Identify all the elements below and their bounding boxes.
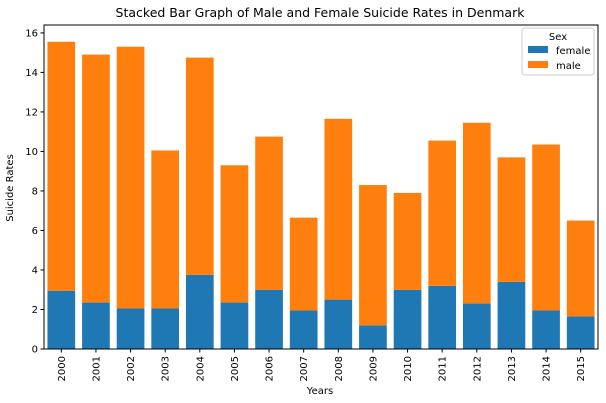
x-tick-label: 2013 [507, 356, 518, 381]
legend-label-male: male [556, 61, 581, 72]
bar-female-2007 [289, 310, 318, 349]
bar-male-2010 [393, 192, 422, 290]
bar-female-2006 [255, 289, 283, 349]
legend-swatch-male [528, 61, 548, 68]
chart-title: Stacked Bar Graph of Male and Female Sui… [116, 5, 526, 20]
x-tick-label: 2000 [57, 356, 68, 381]
y-tick-label: 6 [32, 226, 38, 237]
x-tick-label: 2011 [438, 356, 449, 381]
bar-female-2014 [532, 310, 560, 349]
x-tick-label: 2012 [472, 356, 483, 381]
bar-female-2003 [151, 308, 180, 349]
bar-female-2015 [566, 316, 595, 349]
y-tick-label: 14 [25, 68, 38, 79]
bar-male-2013 [497, 157, 526, 282]
y-tick-label: 4 [32, 265, 38, 276]
bar-male-2005 [220, 165, 249, 303]
x-tick-label: 2010 [403, 356, 414, 381]
x-tick-label: 2009 [368, 356, 379, 381]
bar-male-2001 [82, 54, 110, 303]
legend: Sex female male [521, 27, 595, 76]
plot-area [43, 24, 599, 350]
bar-female-2000 [47, 290, 76, 349]
bar-female-2010 [393, 289, 422, 349]
bar-male-2008 [324, 118, 353, 300]
bar-male-2000 [47, 41, 76, 291]
bar-female-2011 [428, 285, 457, 349]
x-tick-label: 2014 [542, 356, 553, 381]
legend-swatch-female [528, 46, 548, 53]
y-axis-label: Suicide Rates [5, 154, 16, 222]
bar-male-2003 [151, 150, 180, 309]
x-tick-label: 2006 [265, 356, 276, 381]
x-axis-label: Years [306, 386, 333, 397]
x-tick-label: 2001 [91, 356, 102, 381]
plot-frame [43, 24, 599, 350]
x-axis: 2000 2001 2002 2003 2004 2005 2006 2007 2008 2009… [57, 349, 587, 381]
legend-label-female: female [556, 46, 590, 57]
x-tick-label: 2003 [161, 356, 172, 381]
bar-female-2005 [220, 302, 249, 349]
y-tick-label: 16 [25, 28, 38, 39]
bar-female-2012 [462, 303, 491, 349]
y-tick-label: 12 [25, 107, 38, 118]
bar-female-2001 [82, 302, 110, 349]
bar-male-2009 [359, 185, 387, 326]
bar-male-2012 [462, 122, 491, 304]
bar-male-2004 [185, 57, 214, 275]
x-tick-label: 2015 [576, 356, 587, 381]
y-axis: 0 2 4 6 8 10 12 14 16 [25, 28, 44, 356]
bar-male-2011 [428, 140, 457, 286]
x-tick-label: 2008 [334, 356, 345, 381]
bar-female-2004 [185, 274, 214, 349]
y-tick-label: 10 [25, 147, 38, 158]
x-tick-label: 2002 [126, 356, 137, 381]
x-tick-label: 2005 [230, 356, 241, 381]
bar-female-2009 [359, 325, 387, 349]
x-tick-label: 2004 [195, 356, 206, 381]
bar-female-2002 [116, 308, 145, 349]
bar-male-2015 [566, 220, 595, 317]
bar-male-2002 [116, 46, 145, 309]
bar-female-2013 [497, 281, 526, 349]
y-tick-label: 2 [32, 305, 38, 316]
x-tick-label: 2007 [299, 356, 310, 381]
bar-male-2014 [532, 144, 560, 311]
legend-title: Sex [549, 32, 567, 43]
bar-female-2008 [324, 299, 353, 349]
y-tick-label: 8 [32, 186, 38, 197]
bar-male-2006 [255, 136, 283, 290]
bar-male-2007 [289, 217, 318, 311]
y-tick-label: 0 [32, 345, 38, 356]
